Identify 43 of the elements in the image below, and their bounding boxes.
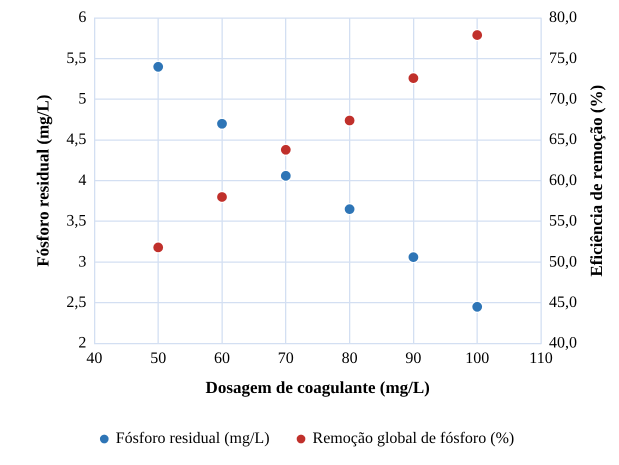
y2-tick-label: 70,0 (549, 90, 577, 108)
x-tick-label: 90 (405, 350, 422, 368)
y2-tick-label: 40,0 (549, 334, 577, 352)
y-tick-label: 3 (78, 253, 86, 270)
x-tick-label: 100 (465, 350, 490, 368)
y-tick-label: 3,5 (66, 212, 86, 230)
x-tick-label: 50 (150, 350, 166, 368)
y2-tick-label: 65,0 (549, 131, 577, 148)
y-tick-label: 6 (78, 9, 86, 26)
y-tick-label: 4,5 (66, 131, 86, 148)
y2-axis-title: Eficiência de remoção (%) (586, 84, 606, 277)
y-axis-title: Fósforo residual (mg/L) (34, 94, 53, 267)
point (471, 28, 484, 42)
x-tick-label: 70 (278, 350, 294, 368)
point (152, 60, 164, 73)
point (471, 300, 484, 313)
x-tick-label: 60 (214, 350, 230, 368)
y2-tick-label: 60,0 (549, 172, 577, 189)
point (344, 203, 356, 216)
x-tick-label: 80 (342, 350, 358, 368)
x-tick-label: 110 (529, 350, 553, 368)
point (216, 118, 228, 130)
point (216, 190, 228, 204)
point (407, 251, 420, 264)
y2-tick-label: 80,0 (549, 9, 577, 26)
y2-tick-label: 50,0 (549, 253, 577, 270)
legend-label: Remoção global de fósforo (%) (312, 430, 514, 448)
y-tick-label: 5 (78, 90, 86, 108)
y-tick-label: 4 (78, 172, 86, 189)
x-tick-label: 40 (86, 350, 102, 368)
x-axis-title: Dosagem de coagulante (mg/L) (206, 378, 430, 398)
y-tick-label: 2 (78, 334, 86, 352)
point (280, 144, 292, 156)
point (344, 114, 356, 127)
y2-tick-label: 75,0 (549, 50, 577, 67)
point (407, 72, 420, 84)
y-tick-label: 2,5 (66, 294, 86, 311)
legend-label: Fósforo residual (mg/L) (116, 430, 270, 448)
y-tick-label: 5,5 (66, 50, 86, 67)
point (152, 241, 164, 254)
y2-tick-label: 55,0 (549, 212, 577, 230)
y2-tick-label: 45,0 (549, 294, 577, 311)
point (280, 170, 292, 182)
